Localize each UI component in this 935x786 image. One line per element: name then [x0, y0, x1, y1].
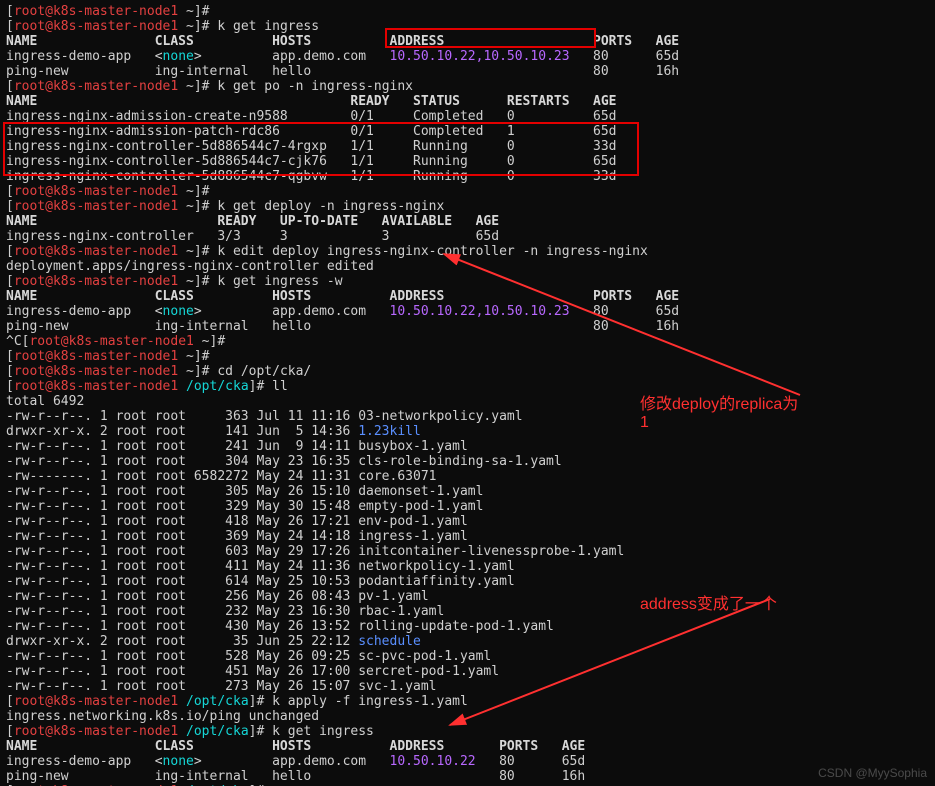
- ls-row: -rw-r--r--. 1 root root 430 May 26 13:52…: [6, 619, 554, 634]
- ls-row: -rw-r--r--. 1 root root 241 Jun 9 14:11 …: [6, 439, 468, 454]
- table-row: ping-new ing-internal hello 80 16h: [6, 319, 679, 334]
- output-line: ingress.networking.k8s.io/ping unchanged: [6, 709, 319, 724]
- table-row: ingress-demo-app <none> app.demo.com 10.…: [6, 304, 679, 319]
- table-row: ingress-nginx-admission-patch-rdc86 0/1 …: [6, 124, 616, 139]
- ls-row: -rw-r--r--. 1 root root 411 May 24 11:36…: [6, 559, 515, 574]
- prompt-line[interactable]: [root@k8s-master-node1 ~]# k get po -n i…: [6, 79, 413, 94]
- ls-row: -rw-r--r--. 1 root root 363 Jul 11 11:16…: [6, 409, 523, 424]
- ls-row: -rw-r--r--. 1 root root 305 May 26 15:10…: [6, 484, 483, 499]
- prompt-line[interactable]: [root@k8s-master-node1 ~]#: [6, 184, 210, 199]
- prompt-line[interactable]: [root@k8s-master-node1 ~]# k get ingress: [6, 19, 319, 34]
- table-row: ingress-nginx-controller 3/3 3 3 65d: [6, 229, 499, 244]
- prompt-line[interactable]: [root@k8s-master-node1 ~]# k edit deploy…: [6, 244, 648, 259]
- ls-row: -rw-r--r--. 1 root root 418 May 26 17:21…: [6, 514, 468, 529]
- ls-row: drwxr-xr-x. 2 root root 141 Jun 5 14:36 …: [6, 424, 421, 439]
- table-header: NAME READY UP-TO-DATE AVAILABLE AGE: [6, 214, 499, 229]
- output-line: deployment.apps/ingress-nginx-controller…: [6, 259, 374, 274]
- prompt-line[interactable]: [root@k8s-master-node1 ~]# cd /opt/cka/: [6, 364, 311, 379]
- ls-row: -rw-r--r--. 1 root root 603 May 29 17:26…: [6, 544, 624, 559]
- ls-row: -rw-r--r--. 1 root root 304 May 23 16:35…: [6, 454, 562, 469]
- ls-row: -rw-r--r--. 1 root root 369 May 24 14:18…: [6, 529, 468, 544]
- prompt-line[interactable]: [root@k8s-master-node1 ~]#: [6, 4, 210, 19]
- table-row: ingress-demo-app <none> app.demo.com 10.…: [6, 754, 585, 769]
- prompt-line[interactable]: [root@k8s-master-node1 /opt/cka]# ll: [6, 379, 288, 394]
- terminal-output: [root@k8s-master-node1 ~]# [root@k8s-mas…: [0, 0, 935, 786]
- table-row: ingress-nginx-controller-5d886544c7-qgbv…: [6, 169, 616, 184]
- prompt-line[interactable]: [root@k8s-master-node1 ~]# k get deploy …: [6, 199, 444, 214]
- table-row: ping-new ing-internal hello 80 16h: [6, 64, 679, 79]
- prompt-line[interactable]: [root@k8s-master-node1 ~]# k get ingress…: [6, 274, 343, 289]
- table-header: NAME CLASS HOSTS ADDRESS PORTS AGE: [6, 34, 679, 49]
- prompt-line[interactable]: [root@k8s-master-node1 /opt/cka]# k appl…: [6, 694, 468, 709]
- table-header: NAME READY STATUS RESTARTS AGE: [6, 94, 616, 109]
- ls-row: -rw-r--r--. 1 root root 528 May 26 09:25…: [6, 649, 491, 664]
- ls-row: -rw-r--r--. 1 root root 451 May 26 17:00…: [6, 664, 499, 679]
- table-row: ingress-nginx-controller-5d886544c7-4rgx…: [6, 139, 616, 154]
- table-row: ping-new ing-internal hello 80 16h: [6, 769, 585, 784]
- ls-row: -rw-r--r--. 1 root root 256 May 26 08:43…: [6, 589, 429, 604]
- prompt-line[interactable]: [root@k8s-master-node1 /opt/cka]# k get …: [6, 724, 374, 739]
- ls-row: drwxr-xr-x. 2 root root 35 Jun 25 22:12 …: [6, 634, 421, 649]
- ls-row: -rw-r--r--. 1 root root 614 May 25 10:53…: [6, 574, 515, 589]
- table-row: ingress-nginx-controller-5d886544c7-cjk7…: [6, 154, 616, 169]
- table-row: ingress-nginx-admission-create-n9588 0/1…: [6, 109, 616, 124]
- prompt-line[interactable]: [root@k8s-master-node1 ~]#: [6, 349, 210, 364]
- ls-row: -rw-r--r--. 1 root root 273 May 26 15:07…: [6, 679, 436, 694]
- table-header: NAME CLASS HOSTS ADDRESS PORTS AGE: [6, 739, 585, 754]
- prompt-line[interactable]: ^C[root@k8s-master-node1 ~]#: [6, 334, 225, 349]
- table-header: NAME CLASS HOSTS ADDRESS PORTS AGE: [6, 289, 679, 304]
- output-line: total 6492: [6, 394, 84, 409]
- table-row: ingress-demo-app <none> app.demo.com 10.…: [6, 49, 679, 64]
- ls-row: -rw-------. 1 root root 6582272 May 24 1…: [6, 469, 436, 484]
- watermark: CSDN @MyySophia: [818, 766, 927, 780]
- ls-row: -rw-r--r--. 1 root root 329 May 30 15:48…: [6, 499, 483, 514]
- ls-row: -rw-r--r--. 1 root root 232 May 23 16:30…: [6, 604, 444, 619]
